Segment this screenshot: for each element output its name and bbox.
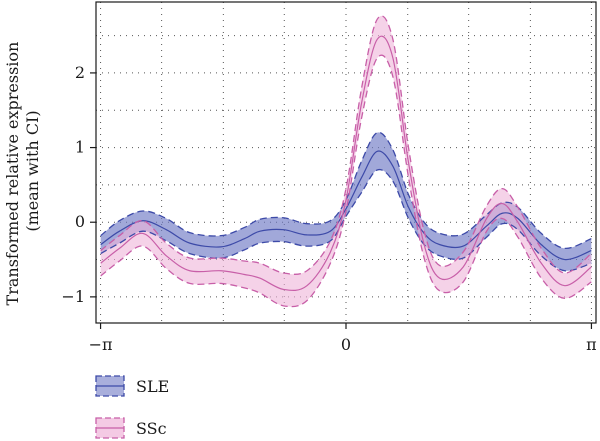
x-tick-label: π	[586, 335, 597, 354]
lower-ci-line-ssc	[100, 54, 592, 308]
mean-line-ssc	[100, 35, 592, 292]
mean-line-sle	[100, 150, 592, 261]
upper-ci-line-sle	[100, 131, 592, 250]
lower-ci-line-sle	[100, 168, 592, 272]
y-tick-label: 0	[75, 212, 85, 231]
x-tick-label: 0	[341, 335, 351, 354]
upper-ci-line-ssc	[100, 15, 592, 275]
y-tick-label: −1	[61, 287, 85, 306]
axis-ticks: −π 0 π −1 0 1 2	[61, 63, 596, 354]
legend-label-ssc: SSc	[136, 419, 167, 438]
legend: SLE SSc	[95, 375, 169, 439]
y-axis-title-line-1: Transformed relative expression	[3, 42, 22, 306]
y-axis-title: Transformed relative expression (mean wi…	[3, 37, 42, 306]
y-tick-label: 1	[75, 138, 85, 157]
y-axis-title-line-2: (mean with CI)	[23, 110, 42, 231]
y-tick-label: 2	[75, 63, 85, 82]
legend-label-sle: SLE	[136, 377, 169, 396]
x-tick-label: −π	[89, 335, 113, 354]
series-lines	[100, 15, 592, 308]
confidence-band-ssc	[100, 15, 592, 307]
